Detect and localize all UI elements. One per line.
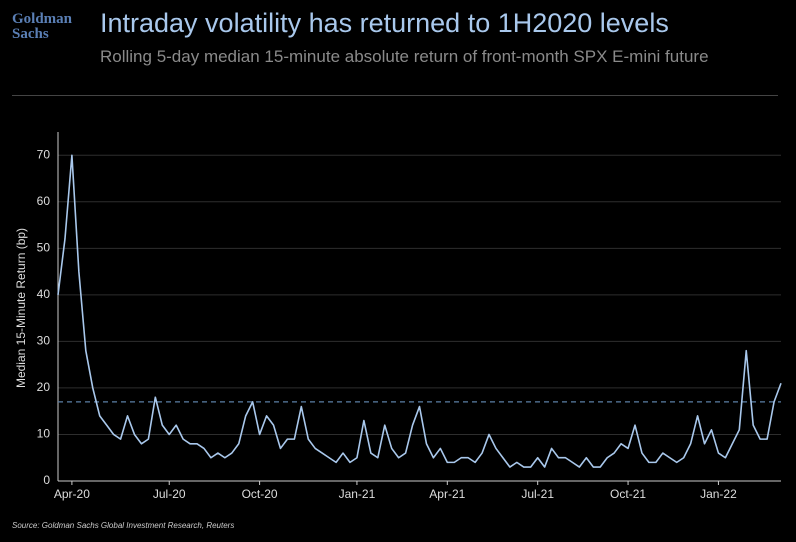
y-tick-label: 60 — [37, 194, 51, 208]
x-tick-label: Oct-21 — [610, 487, 646, 501]
x-tick-label: Oct-20 — [242, 487, 278, 501]
x-tick-label: Jul-20 — [153, 487, 186, 501]
chart-title: Intraday volatility has returned to 1H20… — [100, 8, 669, 38]
logo: Goldman Sachs — [12, 12, 72, 42]
x-tick-label: Jul-21 — [521, 487, 554, 501]
logo-line: Goldman — [12, 11, 73, 27]
y-tick-label: 70 — [37, 147, 51, 161]
y-tick-label: 50 — [37, 241, 51, 255]
source: Source: Goldman Sachs Global Investment … — [12, 521, 235, 530]
y-axis-label: Median 15-Minute Return (bp) — [14, 228, 28, 388]
y-tick-label: 10 — [37, 427, 51, 441]
y-tick-label: 40 — [37, 287, 51, 301]
x-tick-label: Jan-22 — [700, 487, 737, 501]
y-tick-label: 30 — [37, 334, 51, 348]
line-series — [57, 154, 782, 468]
y-tick-label: 20 — [37, 380, 51, 394]
x-tick-label: Apr-21 — [429, 487, 465, 501]
y-tick-label: 0 — [43, 473, 50, 487]
x-tick-label: Jan-21 — [339, 487, 376, 501]
chart-subtitle: Rolling 5-day median 15-minute absolute … — [100, 47, 709, 66]
separator — [12, 95, 778, 96]
logo-line: Sachs — [12, 26, 49, 42]
x-tick-label: Apr-20 — [54, 487, 90, 501]
